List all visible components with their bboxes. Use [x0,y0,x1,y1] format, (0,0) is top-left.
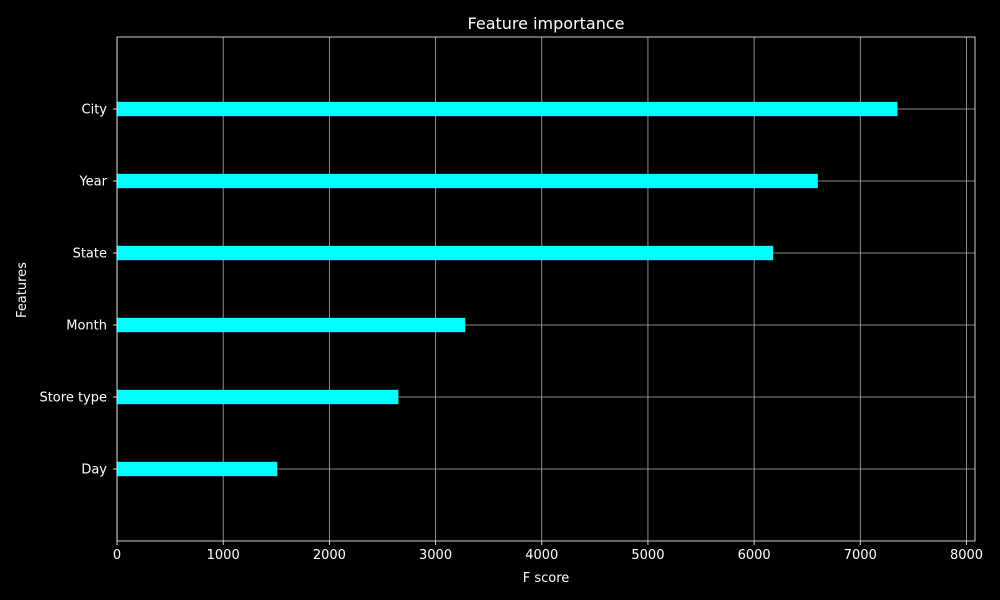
x-tick-label: 8000 [950,548,983,563]
chart-title: Feature importance [468,14,625,33]
bar [117,389,399,405]
y-tick-label: Store type [39,391,107,406]
x-tick-label: 1000 [207,548,240,563]
x-tick-label: 3000 [419,548,452,563]
y-tick-label: Day [81,463,107,478]
x-tick-label: 0 [113,548,121,563]
x-tick-label: 6000 [738,548,771,563]
x-tick-label: 2000 [313,548,346,563]
bar [117,245,774,261]
y-axis-label: Features [15,262,30,318]
ticks-layer: 0 1000 2000 3000 4000 5000 6000 7000 8000 Day Stor… [39,103,983,564]
bars-layer [117,101,898,477]
y-tick-label: State [73,247,107,262]
x-axis-label: F score [523,571,570,586]
y-tick-label: Month [66,319,107,334]
bar [117,173,818,189]
y-tick-label: Year [78,175,107,190]
x-tick-label: 4000 [525,548,558,563]
plot-frame [116,36,976,542]
x-tick-label: 7000 [844,548,877,563]
bar [117,101,898,117]
axes-frame [116,36,976,542]
x-tick-label: 5000 [631,548,664,563]
y-tick-label: City [82,103,108,118]
bar [117,461,278,477]
bar [117,317,466,333]
